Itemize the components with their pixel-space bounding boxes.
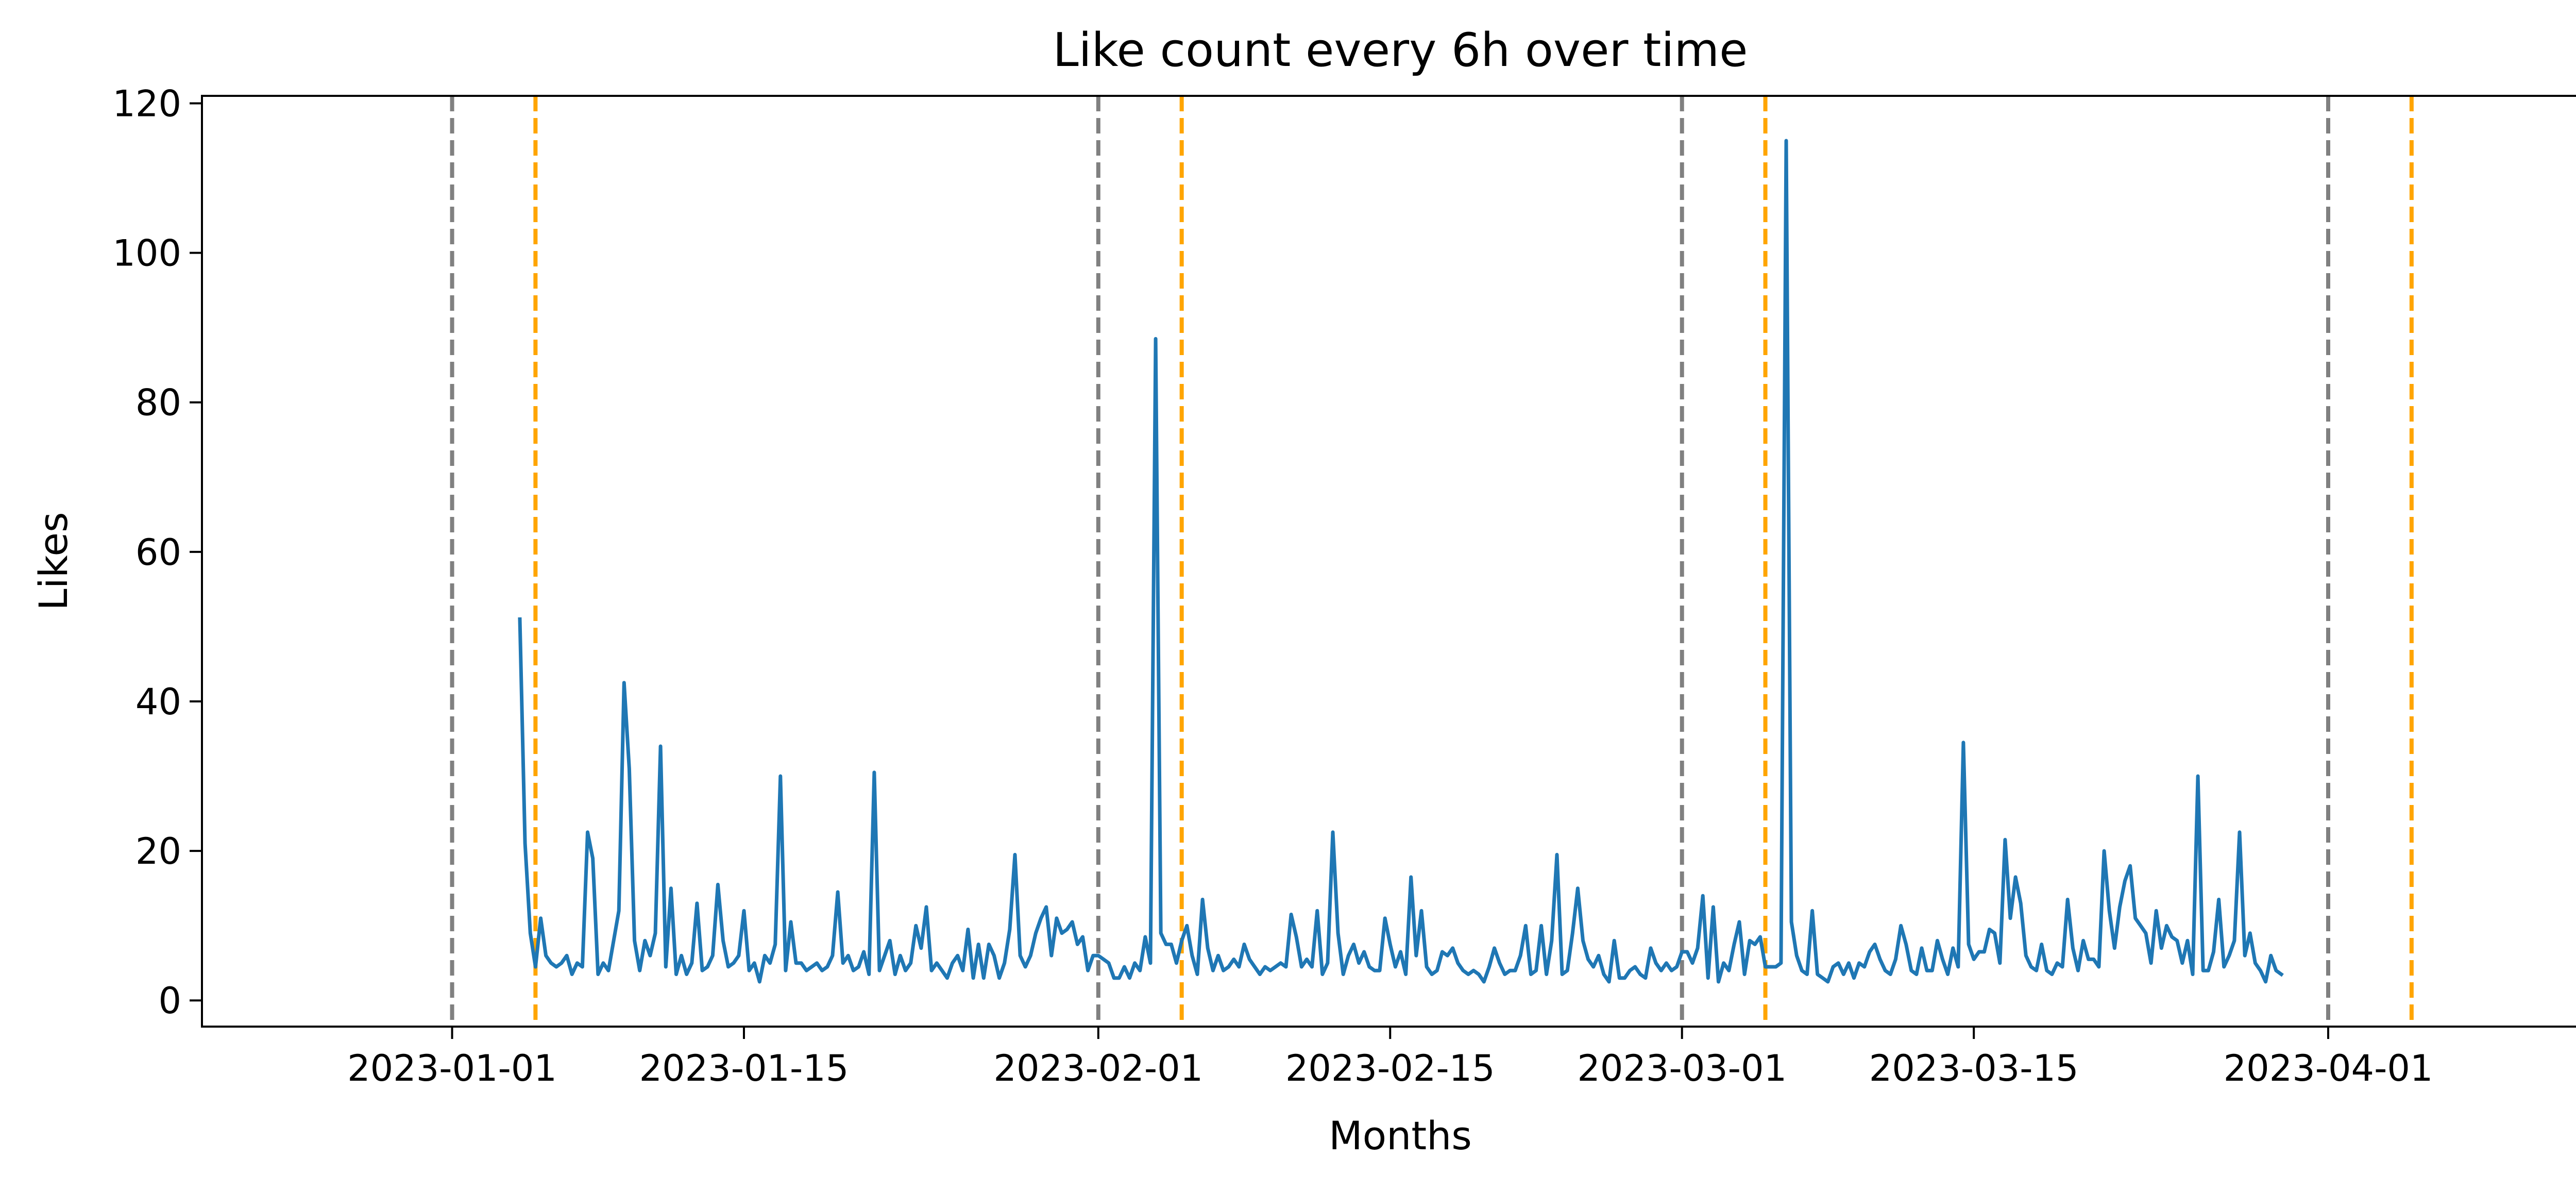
y-axis-label: Likes <box>30 512 76 610</box>
y-tick-label: 100 <box>112 232 181 275</box>
x-tick-label: 2023-01-01 <box>347 1047 557 1089</box>
y-tick-label: 20 <box>135 830 181 873</box>
x-axis-label: Months <box>1329 1113 1472 1159</box>
reference-lines <box>450 96 2414 1027</box>
x-tick-label: 2023-03-15 <box>1869 1047 2079 1089</box>
y-tick-label: 80 <box>135 382 181 424</box>
series-line-1 <box>518 139 2284 984</box>
x-tick-label: 2023-03-01 <box>1577 1047 1787 1089</box>
x-tick-label: 2023-02-15 <box>1285 1047 1495 1089</box>
x-tick-label: 2023-01-15 <box>639 1047 849 1089</box>
series-layer <box>518 139 2284 984</box>
y-tick-label: 0 <box>158 980 181 1022</box>
x-tick-label: 2023-02-01 <box>993 1047 1203 1089</box>
y-tick-label: 40 <box>135 681 181 723</box>
chart-title: Like count every 6h over time <box>1053 23 1748 77</box>
y-tick-label: 60 <box>135 531 181 574</box>
y-axis-ticks: 0 20 40 60 80 100 120 <box>112 83 202 1022</box>
plot-frame <box>201 95 2576 1028</box>
x-axis-ticks: 2023-01-01 2023-01-15 2023-02-01 2023-02-15… <box>347 1027 2433 1089</box>
x-tick-label: 2023-04-01 <box>2224 1047 2433 1089</box>
y-tick-label: 120 <box>112 83 181 125</box>
